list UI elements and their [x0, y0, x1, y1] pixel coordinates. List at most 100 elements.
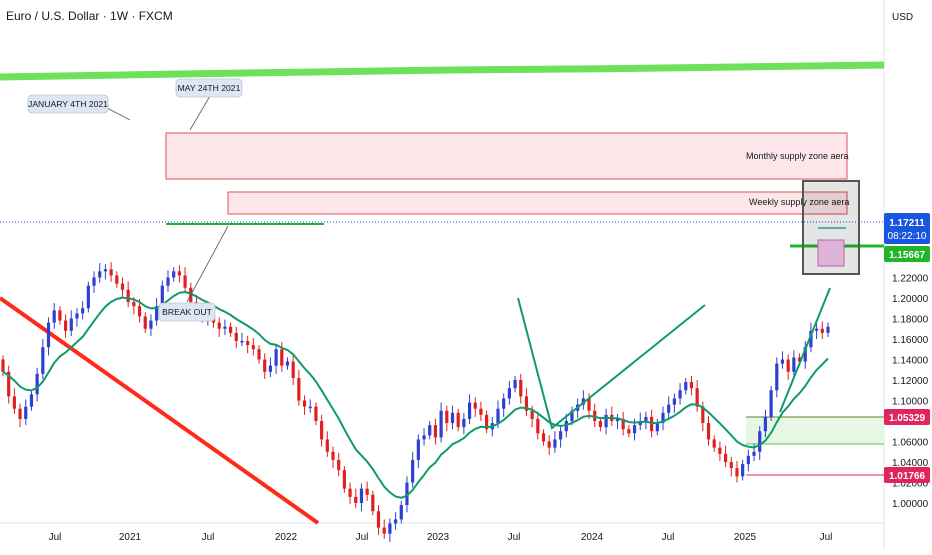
candle-body: [228, 326, 233, 333]
candle-body: [240, 341, 244, 343]
candle-body: [337, 459, 341, 471]
monthly-zone-label: Monthly supply zone aera: [746, 151, 849, 161]
time-axis[interactable]: Jul 2021 Jul 2022 Jul 2023 Jul 2024 Jul 2025 Jul: [49, 532, 833, 543]
candles-group: [1, 262, 830, 542]
candle-body: [553, 439, 557, 448]
price-tick-label: 1.04000: [892, 458, 929, 469]
candle-body: [820, 328, 824, 333]
candle-body: [342, 470, 346, 489]
candle-body: [485, 414, 489, 430]
candle-body: [143, 316, 147, 329]
candle-body: [399, 505, 403, 520]
candle-body: [365, 488, 369, 495]
time-tick-label: 2025: [734, 532, 757, 543]
candle-body: [354, 496, 358, 503]
candle-body: [35, 373, 39, 395]
candle-body: [405, 482, 409, 506]
candle-body: [803, 347, 807, 362]
rising-trendline: [779, 287, 831, 413]
current-price-value: 1.17211: [889, 218, 925, 229]
candle-body: [52, 310, 56, 323]
currency-label[interactable]: USD: [892, 12, 913, 23]
candle-body: [547, 441, 551, 448]
time-tick-label: 2021: [119, 532, 142, 543]
candle-body: [718, 447, 722, 454]
candle-body: [672, 398, 676, 405]
candle-body: [155, 306, 159, 321]
candle-body: [69, 318, 73, 331]
downtrend-line: [0, 296, 320, 525]
candle-body: [598, 421, 603, 428]
demand-top-price-tag: [884, 409, 930, 425]
candle-body: [268, 365, 273, 372]
candle-body: [132, 302, 136, 307]
candle-body: [297, 377, 301, 401]
time-tick-label: 2023: [427, 532, 450, 543]
candle-body: [103, 269, 108, 272]
candle-body: [291, 361, 295, 378]
candle-body: [257, 349, 261, 360]
candle-body: [496, 408, 500, 424]
candle-body: [735, 468, 739, 477]
candle-body: [183, 275, 187, 288]
candle-body: [376, 511, 381, 528]
candle-body: [473, 402, 477, 409]
time-tick-label: Jul: [356, 532, 369, 543]
candle-body: [450, 412, 455, 424]
candle-body: [308, 406, 312, 409]
candle-body: [331, 451, 335, 460]
candle-body: [120, 283, 125, 290]
candle-body: [109, 269, 113, 276]
candle-body: [86, 285, 90, 309]
price-tick-label: 1.14000: [892, 356, 929, 367]
candle-body: [63, 320, 68, 331]
candle-body: [604, 414, 608, 428]
candle-body: [274, 349, 278, 366]
candle-body: [41, 347, 45, 374]
candle-body: [758, 431, 762, 452]
candle-body: [348, 488, 352, 497]
candle-body: [246, 341, 250, 346]
candle-body: [75, 313, 79, 319]
candle-body: [137, 306, 142, 317]
time-tick-label: Jul: [49, 532, 62, 543]
may-callout-text: MAY 24TH 2021: [178, 83, 241, 93]
candle-body: [479, 408, 483, 415]
candle-body: [422, 435, 426, 440]
demand-top-price-value: 1.05329: [889, 413, 926, 424]
candle-body: [160, 285, 164, 307]
candle-body: [433, 425, 438, 438]
candle-body: [695, 388, 699, 407]
candle-body: [462, 418, 466, 428]
candle-body: [445, 410, 449, 424]
pink-box: [817, 239, 845, 267]
candle-body: [689, 382, 694, 389]
candle-body: [393, 519, 398, 524]
candle-body: [81, 308, 85, 314]
candle-body: [58, 310, 62, 321]
candle-body: [530, 410, 534, 419]
weekly-zone-label: Weekly supply zone aera: [749, 197, 849, 207]
weekly-supply-zone: [227, 191, 848, 215]
candle-body: [541, 433, 546, 442]
candle-body: [502, 398, 506, 409]
candle-body: [667, 404, 671, 413]
candle-body: [712, 439, 716, 448]
candle-body: [507, 388, 511, 399]
price-tick-label: 1.18000: [892, 315, 929, 326]
candle-body: [729, 462, 733, 469]
candle-body: [701, 406, 705, 424]
candle-body: [661, 412, 665, 424]
candle-body: [723, 453, 728, 462]
candle-body: [217, 322, 221, 329]
candle-body: [416, 439, 420, 460]
price-tick-label: 1.12000: [892, 376, 929, 387]
candle-body: [741, 464, 745, 477]
candle-body: [763, 416, 768, 432]
candle-body: [456, 412, 460, 428]
candle-body: [769, 390, 773, 417]
candle-body: [234, 332, 238, 342]
candle-body: [314, 406, 318, 421]
